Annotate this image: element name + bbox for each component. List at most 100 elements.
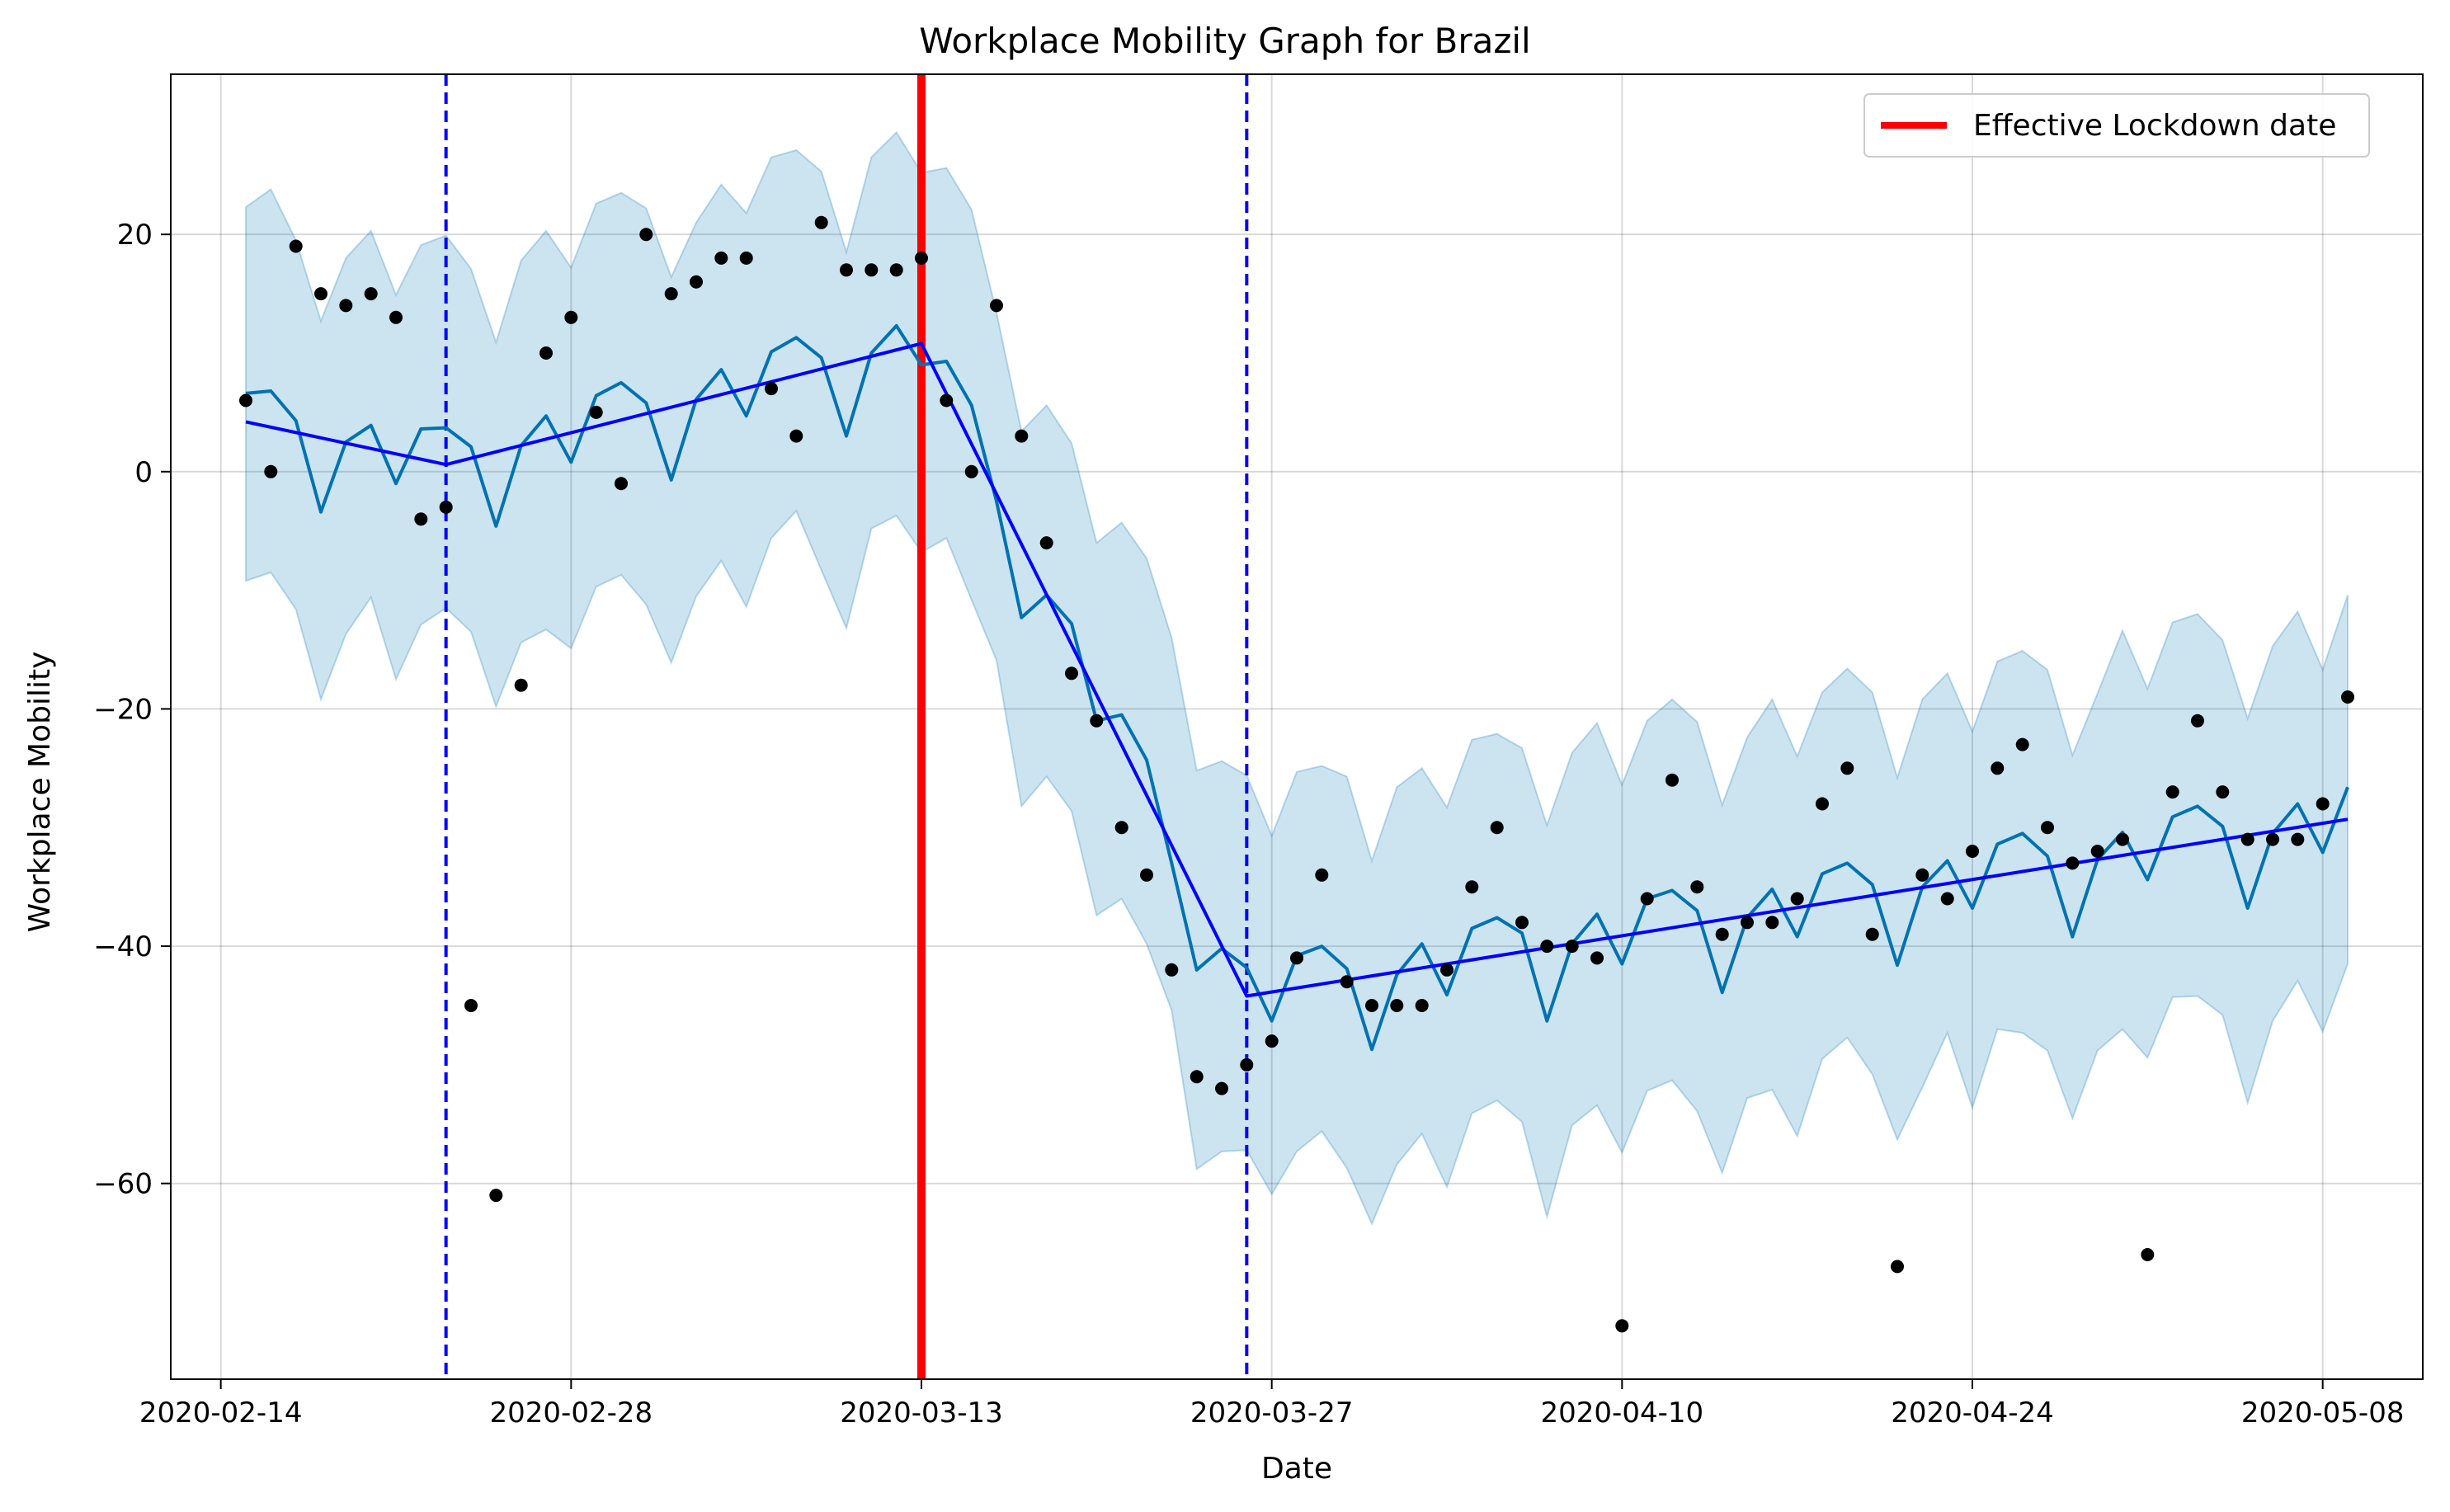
observed-point: [289, 239, 303, 253]
observed-point: [1741, 916, 1754, 930]
legend-box: [1863, 93, 2370, 158]
observed-point: [1240, 1057, 1254, 1072]
observed-point: [2291, 832, 2305, 846]
observed-point: [1991, 761, 2005, 775]
y-tick-label-1: −40: [93, 930, 153, 963]
observed-point: [1966, 845, 1979, 858]
x-tick-label-5: 2020-04-24: [1891, 1397, 2054, 1430]
observed-point: [990, 299, 1003, 313]
reference-lines: [444, 74, 1249, 1379]
observed-point: [2341, 690, 2354, 704]
observed-point: [1891, 1260, 1904, 1274]
observed-point: [1215, 1081, 1228, 1095]
observed-point: [364, 287, 378, 301]
observed-point: [940, 393, 954, 407]
observed-point: [1039, 536, 1053, 550]
observed-point: [964, 464, 978, 478]
y-tick-label-3: 0: [134, 456, 153, 489]
y-axis-ticks: −60 −40 −20 0 20: [93, 219, 171, 1201]
y-axis-label: Workplace Mobility: [23, 652, 57, 933]
observed-point: [2165, 785, 2179, 799]
observed-point: [414, 512, 428, 526]
observed-point: [1090, 714, 1104, 728]
observed-point: [489, 1189, 503, 1203]
observed-point: [615, 477, 628, 491]
observed-point: [339, 299, 353, 313]
observed-point: [1440, 963, 1454, 977]
observed-point: [1415, 999, 1429, 1012]
observed-point: [639, 228, 653, 242]
observed-point: [1140, 868, 1153, 882]
observed-point: [1690, 880, 1704, 894]
observed-point: [889, 263, 903, 277]
observed-point: [389, 310, 403, 324]
observed-point: [690, 275, 703, 289]
observed-point: [1715, 927, 1729, 941]
y-tick-label-0: −60: [93, 1168, 153, 1201]
trend-line: [245, 341, 2349, 998]
x-tick-label-6: 2020-05-08: [2241, 1397, 2405, 1430]
observed-point: [1765, 916, 1779, 930]
x-tick-label-0: 2020-02-14: [139, 1397, 303, 1430]
x-tick-label-3: 2020-03-27: [1190, 1397, 1354, 1430]
observed-point: [2266, 832, 2279, 846]
x-tick-label-1: 2020-02-28: [490, 1397, 653, 1430]
x-axis-label: Date: [1261, 1452, 1332, 1486]
observed-point: [1065, 667, 1078, 681]
observed-point: [2066, 856, 2080, 870]
observed-point: [1640, 892, 1654, 906]
x-tick-label-2: 2020-03-13: [840, 1397, 1003, 1430]
observed-point: [2240, 832, 2254, 846]
observed-point: [2090, 845, 2104, 858]
observed-point: [1940, 892, 1954, 906]
observed-point: [714, 251, 728, 265]
observed-point: [1615, 1319, 1629, 1333]
observed-point: [564, 310, 578, 324]
x-axis-ticks: 2020-02-14 2020-02-28 2020-03-13 2020-03-27…: [139, 1379, 2405, 1430]
observed-point: [2015, 737, 2029, 751]
observed-point: [1114, 821, 1128, 835]
observed-point: [1840, 761, 1854, 775]
observed-point: [1540, 940, 1554, 954]
observed-point: [2316, 797, 2330, 811]
observed-point: [664, 287, 678, 301]
observed-point: [1365, 999, 1378, 1012]
observed-point: [1015, 429, 1029, 443]
y-tick-label-2: −20: [93, 693, 153, 726]
observed-point: [865, 263, 879, 277]
observed-point: [1915, 868, 1929, 882]
legend: Effective Lockdown date: [1863, 93, 2370, 158]
observed-point: [739, 251, 753, 265]
observed-point: [2141, 1248, 2155, 1261]
observed-point: [514, 678, 528, 692]
observed-point: [1666, 773, 1679, 787]
observed-point: [789, 429, 803, 443]
observed-point: [2116, 832, 2129, 846]
y-tick-label-4: 20: [117, 219, 153, 252]
observed-point: [1590, 951, 1604, 965]
observed-point: [1790, 892, 1804, 906]
observed-point: [1816, 797, 1829, 811]
observed-point: [1490, 821, 1504, 835]
x-tick-label-4: 2020-04-10: [1541, 1397, 1704, 1430]
observed-point: [1315, 868, 1329, 882]
observed-point: [915, 251, 928, 265]
observed-point: [589, 405, 603, 419]
chart-title: Workplace Mobility Graph for Brazil: [919, 21, 1530, 61]
observed-point: [765, 382, 778, 396]
observed-point: [464, 999, 478, 1012]
observed-point: [1515, 916, 1529, 930]
observed-point: [1390, 999, 1404, 1012]
observed-point: [1340, 975, 1354, 989]
observed-point: [1165, 963, 1179, 977]
legend-label-lockdown: Effective Lockdown date: [1973, 109, 2336, 143]
observed-point: [539, 346, 553, 360]
plot-frame: [170, 73, 2424, 1380]
observed-point: [1190, 1070, 1204, 1084]
observed-point: [840, 263, 853, 277]
observed-point: [264, 464, 278, 478]
observed-point: [1290, 951, 1303, 965]
observed-point: [1465, 880, 1479, 894]
observed-point: [439, 500, 453, 514]
